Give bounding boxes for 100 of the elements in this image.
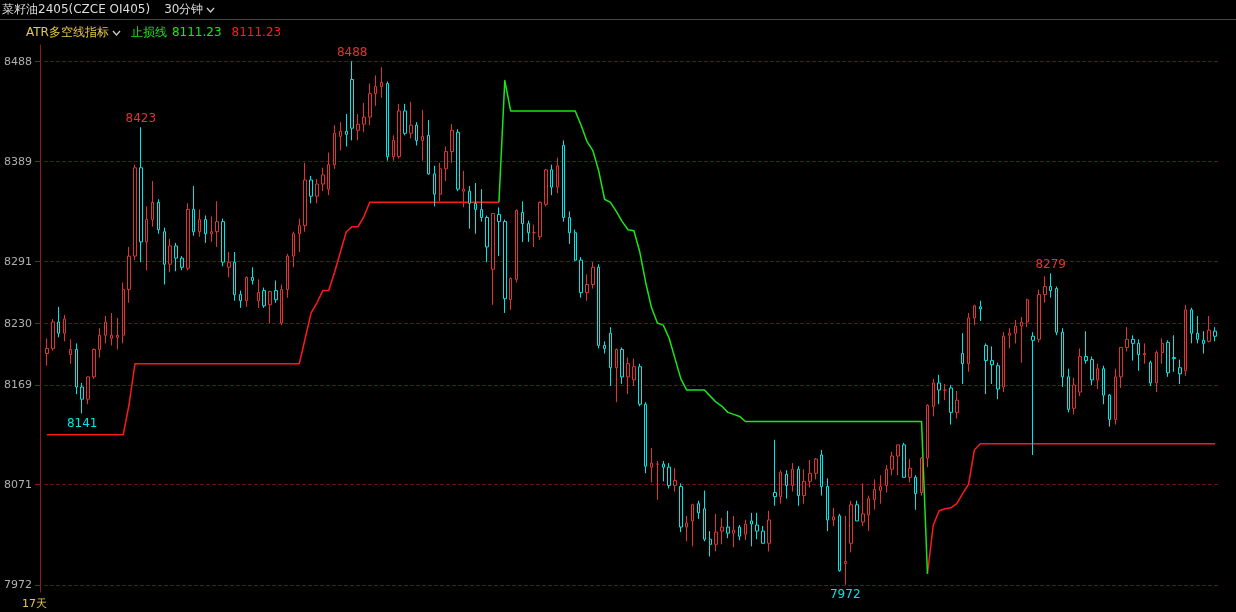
candlestick: [75, 342, 78, 395]
candlestick: [192, 185, 195, 237]
candlestick: [198, 208, 201, 238]
candlestick: [309, 175, 313, 204]
candlestick: [1143, 342, 1146, 365]
candlestick: [1207, 315, 1211, 343]
candlestick: [1172, 334, 1176, 373]
candlestick: [104, 315, 107, 344]
candlestick: [98, 327, 101, 359]
line-series: [498, 79, 929, 575]
candlestick: [656, 460, 659, 501]
candlestick: [832, 507, 835, 527]
candlestick: [327, 152, 330, 196]
candlestick: [755, 512, 759, 540]
candlestick: [333, 124, 336, 170]
candlestick: [879, 474, 882, 505]
candlestick: [403, 103, 407, 136]
candlestick: [1061, 327, 1064, 388]
candlestick: [1002, 331, 1005, 393]
candlestick: [1196, 315, 1199, 344]
candlestick: [667, 462, 671, 489]
candlestick: [785, 469, 788, 500]
candlestick: [550, 164, 553, 196]
text: 8111.23: [171, 25, 222, 39]
text: 8111.23: [231, 25, 282, 39]
chart-subtitle: 30分钟: [164, 2, 204, 16]
candlestick: [996, 362, 1000, 400]
candlestick: [855, 500, 859, 522]
candlestick: [773, 439, 777, 507]
candlestick: [368, 83, 372, 126]
candlestick: [1184, 304, 1187, 377]
candlestick: [116, 317, 119, 350]
candlestick: [350, 60, 354, 141]
candlestick: [468, 185, 471, 230]
candlestick: [591, 261, 595, 290]
candlestick: [268, 290, 272, 324]
candlestick: [1014, 319, 1017, 344]
candlestick: [679, 482, 683, 533]
candlestick: [303, 162, 307, 233]
candlestick: [1119, 346, 1123, 389]
candlestick: [51, 318, 55, 351]
candlestick: [961, 332, 964, 385]
candlestick: [697, 500, 700, 520]
annotation: 8488: [336, 44, 368, 59]
candlestick: [380, 66, 383, 99]
y-tick-label: 8230: [4, 316, 32, 330]
candlestick: [439, 162, 442, 202]
candlestick: [949, 384, 953, 426]
candlestick: [1190, 307, 1193, 344]
candlestick: [920, 456, 923, 497]
candlestick: [808, 459, 812, 488]
candlestick: [139, 126, 143, 263]
candlestick: [1031, 331, 1035, 456]
candlestick: [80, 382, 84, 414]
candlestick: [673, 467, 677, 493]
candlestick: [527, 220, 530, 243]
candlestick: [397, 103, 401, 160]
candlestick: [744, 519, 747, 541]
candlestick: [274, 279, 278, 304]
candlestick: [820, 449, 823, 497]
candlestick: [86, 376, 90, 405]
candlestick: [562, 139, 565, 223]
candlestick: [802, 468, 806, 505]
candlestick: [386, 81, 389, 162]
candlestick: [791, 462, 794, 493]
candlestick: [1067, 368, 1070, 413]
candlestick: [503, 219, 507, 314]
candlestick: [714, 513, 718, 552]
candlestick: [973, 304, 976, 326]
candlestick: [286, 253, 289, 299]
candlestick: [826, 477, 829, 532]
candlestick: [797, 465, 800, 507]
candlestick: [703, 490, 706, 542]
annotation: 7972: [829, 587, 861, 602]
candlestick: [292, 231, 295, 268]
candlestick: [345, 113, 348, 147]
candlestick: [937, 374, 941, 405]
candlestick: [1084, 330, 1088, 365]
candlestick: [1137, 338, 1140, 372]
candlestick: [421, 109, 424, 162]
y-tick-label: 8291: [4, 254, 32, 268]
candlestick: [515, 208, 518, 283]
candlestick: [145, 205, 148, 271]
candlestick: [967, 312, 970, 373]
candlestick: [280, 284, 283, 326]
candlestick: [1090, 356, 1094, 386]
candlestick: [726, 510, 730, 539]
candlestick: [186, 202, 190, 271]
candlestick: [433, 165, 436, 207]
candlestick: [122, 281, 125, 344]
candlestick: [1166, 339, 1170, 378]
candlestick: [180, 255, 184, 271]
candlestick: [1072, 377, 1076, 415]
candlestick: [767, 510, 771, 552]
candlestick: [867, 495, 870, 532]
candlestick: [914, 474, 917, 511]
candlestick: [568, 210, 571, 245]
candlestick: [409, 101, 413, 139]
candlestick: [339, 121, 342, 152]
candlestick: [1049, 272, 1052, 299]
